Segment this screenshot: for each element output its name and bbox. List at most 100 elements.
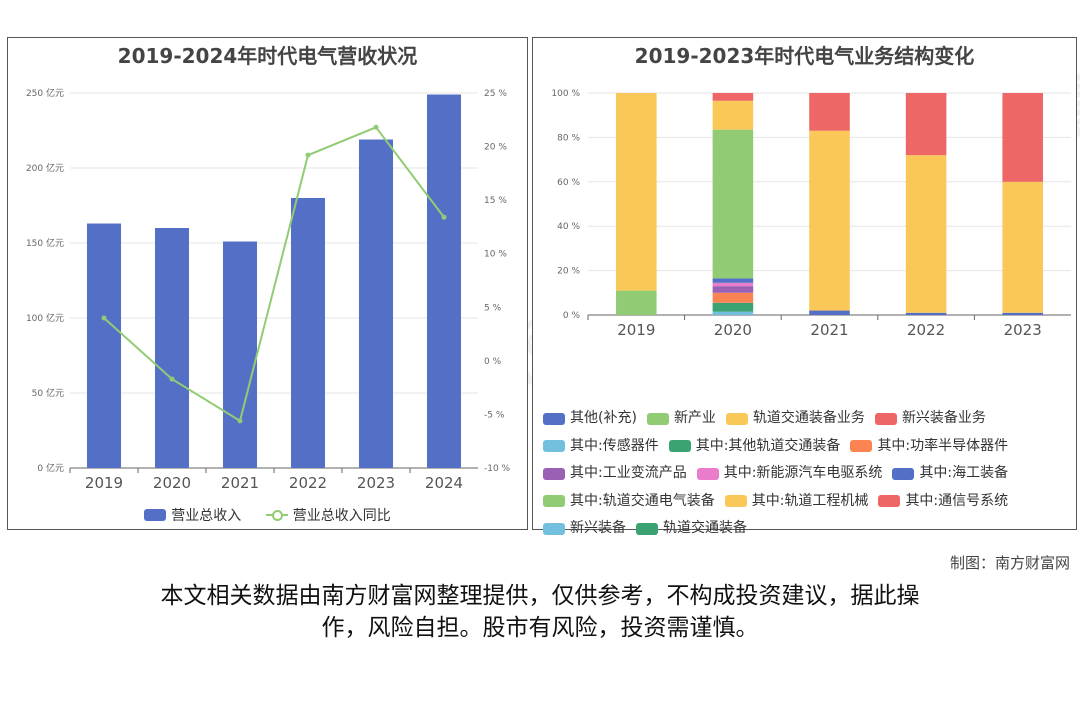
y-tick-label: 60 % (557, 178, 580, 188)
legend-swatch (725, 412, 748, 425)
y-tick-label: 20 % (557, 267, 580, 277)
legend-swatch-bar (144, 509, 167, 521)
y-left-tick-label: 100 亿元 (26, 312, 64, 324)
revenue-bar (427, 94, 461, 468)
revenue-bar (87, 223, 121, 468)
legend-item[interactable]: 其中:传感器件 (543, 434, 659, 459)
x-tick-label: 2022 (289, 474, 327, 492)
y-tick-label: 0 % (563, 311, 581, 321)
revenue-yoy-point (373, 124, 379, 130)
y-right-tick-label: 25 % (484, 89, 507, 99)
disclaimer-line-2: 作，风险自担。股市有风险，投资需谨慎。 (321, 615, 759, 641)
revenue-yoy-point (101, 315, 107, 321)
stack-segment (712, 93, 754, 101)
legend-swatch (543, 495, 565, 507)
legend-label: 其中:轨道交通电气装备 (570, 492, 715, 509)
stack-segment (712, 286, 754, 293)
legend-item[interactable]: 其中:新能源汽车电驱系统 (696, 461, 883, 486)
revenue-bar (223, 241, 257, 468)
legend-item[interactable]: 其中:其他轨道交通装备 (668, 434, 841, 459)
legend-item[interactable]: 轨道交通装备 (636, 516, 747, 541)
y-left-tick-label: 250 亿元 (26, 87, 64, 99)
disclaimer: 本文相关数据由南方财富网整理提供，仅供参考，不构成投资建议，据此操 作，风险自担… (60, 580, 1020, 644)
y-right-tick-label: -5 % (484, 410, 505, 420)
revenue-yoy-line (103, 126, 445, 423)
legend-swatch (543, 467, 565, 480)
business-structure-panel: 2019-2023年时代电气业务结构变化 0 % 20 % 40 % 60 % 80 %… (532, 37, 1077, 536)
legend-swatch (646, 412, 669, 425)
revenue-yoy-point (237, 418, 243, 424)
chart-credit: 制图：南方财富网 (949, 554, 1070, 572)
stack-segment (905, 155, 947, 313)
y-left-tick-label: 50 亿元 (32, 387, 64, 399)
stack-segment (712, 292, 754, 303)
legend-item-revenue[interactable]: 营业总收入 (144, 505, 241, 525)
legend-item[interactable]: 其中:功率半导体器件 (850, 434, 1008, 459)
legend-label: 其中:传感器件 (570, 437, 659, 454)
legend-label: 轨道交通装备业务 (752, 410, 865, 426)
legend-item[interactable]: 其中:轨道交通电气装备 (543, 489, 715, 514)
y-right-tick-label: 10 % (484, 250, 507, 260)
revenue-bar (155, 228, 189, 468)
x-tick-label: 2019 (85, 474, 123, 492)
legend-swatch (892, 467, 915, 480)
x-tick-label: 2022 (907, 321, 945, 339)
stack-segment (712, 302, 754, 312)
y-right-tick-label: 20 % (484, 143, 507, 153)
y-right-tick-label: 5 % (484, 303, 502, 313)
revenue-chart-legend: 营业总收入 营业总收入同比 (8, 505, 527, 525)
legend-swatch (878, 495, 901, 507)
stack-segment (1002, 93, 1043, 182)
stack-segment (809, 310, 850, 315)
y-left-tick-label: 0 亿元 (37, 462, 64, 474)
y-tick-label: 100 % (551, 89, 580, 99)
y-left-tick-label: 150 亿元 (26, 237, 64, 249)
legend-label-revenue-yoy: 营业总收入同比 (292, 508, 391, 524)
revenue-bar (359, 139, 393, 468)
legend-label-revenue: 营业总收入 (171, 508, 242, 524)
legend-item[interactable]: 其他(补充) (543, 406, 637, 431)
legend-label: 其中:功率半导体器件 (877, 437, 1009, 454)
y-right-tick-label: -10 % (484, 464, 511, 474)
legend-item[interactable]: 轨道交通装备业务 (725, 406, 865, 431)
legend-item-revenue-yoy[interactable]: 营业总收入同比 (265, 505, 391, 525)
revenue-bar (291, 198, 325, 468)
legend-item[interactable]: 新兴装备 (543, 516, 626, 541)
revenue-yoy-point (441, 214, 447, 220)
y-right-tick-label: 15 % (484, 196, 507, 206)
legend-item[interactable]: 其中:轨道工程机械 (724, 489, 868, 514)
y-left-tick-label: 200 亿元 (26, 162, 64, 174)
legend-swatch (696, 467, 719, 480)
legend-label: 其中:新能源汽车电驱系统 (723, 465, 883, 481)
legend-item[interactable]: 其中:工业变流产品 (543, 461, 687, 486)
stack-segment (905, 93, 947, 156)
x-tick-label: 2019 (617, 321, 655, 339)
legend-label: 新兴装备业务 (901, 410, 986, 426)
stack-segment (905, 312, 947, 315)
legend-item[interactable]: 新产业 (646, 406, 716, 431)
legend-item[interactable]: 其中:海工装备 (892, 461, 1008, 486)
legend-item[interactable]: 新兴装备业务 (874, 406, 986, 431)
legend-label: 其中:工业变流产品 (570, 465, 687, 481)
legend-swatch (543, 522, 565, 535)
stack-segment (712, 278, 754, 283)
x-tick-label: 2024 (425, 474, 463, 492)
y-tick-label: 40 % (557, 222, 580, 232)
legend-swatch (668, 440, 691, 452)
legend-label: 轨道交通装备 (663, 520, 747, 536)
legend-swatch (874, 412, 897, 425)
stack-segment (712, 311, 754, 315)
legend-label: 其中:其他轨道交通装备 (695, 437, 841, 454)
x-tick-label: 2020 (714, 321, 752, 339)
legend-item[interactable]: 其中:通信号系统 (878, 489, 1008, 514)
y-tick-label: 80 % (557, 133, 580, 143)
stack-segment (809, 93, 850, 131)
y-right-tick-label: 0 % (484, 357, 502, 367)
x-tick-label: 2021 (810, 321, 848, 339)
x-tick-label: 2023 (357, 474, 395, 492)
stack-segment (1002, 181, 1043, 313)
revenue-chart-svg: 0 亿元 50 亿元 100 亿元 150 亿元 200 亿元 250 亿元 -10 % -5… (26, 87, 511, 492)
x-tick-label: 2021 (221, 474, 259, 492)
revenue-chart-panel: 2019-2024年时代电气营收状况 0 亿元 50 亿元 100 亿元 150 亿元… (7, 37, 528, 530)
revenue-yoy-point (169, 376, 175, 382)
